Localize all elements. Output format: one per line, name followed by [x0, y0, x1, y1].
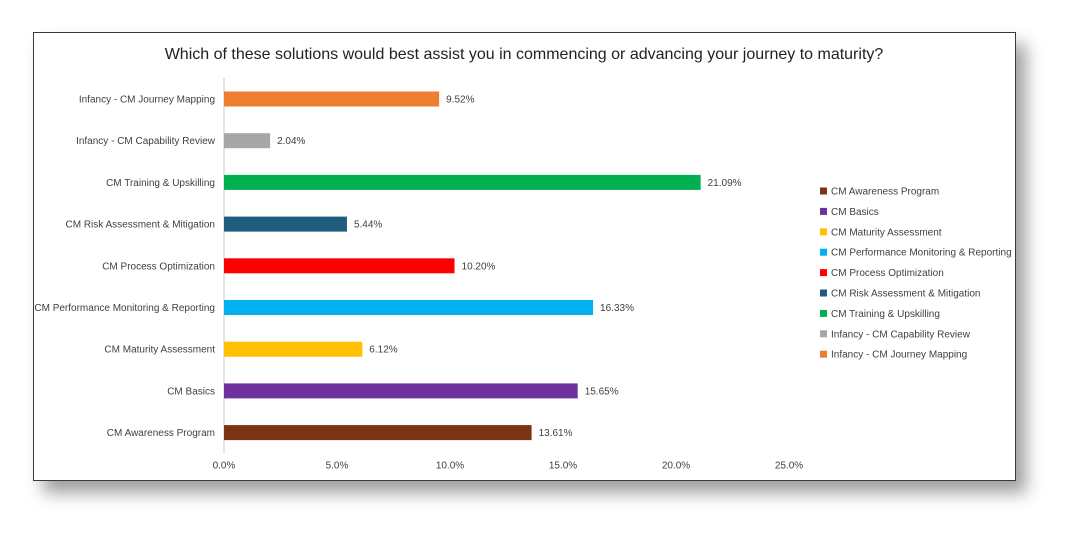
- bar-infancy-cm-journey-mapping: [224, 91, 440, 107]
- legend-swatch-cm-basics: [820, 207, 827, 215]
- legend: CM Awareness Program CM Basics CM Maturity…: [820, 187, 1012, 361]
- category-label-cm-maturity-assessment: CM Maturity Assessment: [104, 345, 215, 356]
- data-label-infancy-cm-capability-review: 2.04%: [277, 136, 305, 147]
- legend-label-cm-maturity-assessment: CM Maturity Assessment: [831, 227, 942, 238]
- category-labels: CM Awareness Program CM Basics CM Maturity…: [34, 95, 215, 440]
- x-tick-label: 5.0%: [326, 460, 349, 471]
- x-tick-label: 25.0%: [775, 460, 803, 471]
- category-label-cm-performance-monitoring-and-reporting: CM Performance Monitoring & Reporting: [34, 303, 215, 314]
- legend-label-cm-risk-assessment-and-mitigation: CM Risk Assessment & Mitigation: [831, 289, 981, 300]
- legend-swatch-cm-risk-assessment-and-mitigation: [820, 289, 827, 297]
- category-label-cm-risk-assessment-and-mitigation: CM Risk Assessment & Mitigation: [66, 220, 216, 231]
- category-label-cm-basics: CM Basics: [167, 386, 215, 397]
- category-label-cm-process-optimization: CM Process Optimization: [102, 261, 215, 272]
- data-label-cm-risk-assessment-and-mitigation: 5.44%: [354, 220, 382, 231]
- data-label-infancy-cm-journey-mapping: 9.52%: [446, 95, 474, 106]
- legend-label-cm-performance-monitoring-and-reporting: CM Performance Monitoring & Reporting: [831, 248, 1012, 259]
- legend-swatch-cm-maturity-assessment: [820, 228, 827, 236]
- x-tick-label: 20.0%: [662, 460, 690, 471]
- bar-cm-maturity-assessment: [224, 341, 363, 357]
- bar-cm-training-and-upskilling: [224, 174, 701, 190]
- x-tick-labels: 0.0% 5.0% 10.0% 15.0% 20.0% 25.0%: [213, 460, 804, 471]
- data-label-cm-awareness-program: 13.61%: [539, 428, 573, 439]
- x-tick-label: 0.0%: [213, 460, 236, 471]
- bar-cm-performance-monitoring-and-reporting: [224, 300, 594, 315]
- legend-label-infancy-cm-journey-mapping: Infancy - CM Journey Mapping: [831, 350, 967, 361]
- category-label-infancy-cm-capability-review: Infancy - CM Capability Review: [76, 136, 216, 147]
- data-label-cm-maturity-assessment: 6.12%: [369, 345, 397, 356]
- x-tick-label: 15.0%: [549, 460, 577, 471]
- data-label-cm-basics: 15.65%: [585, 386, 619, 397]
- bar-cm-process-optimization: [224, 258, 455, 274]
- legend-swatch-infancy-cm-capability-review: [820, 330, 827, 338]
- bar-chart: Which of these solutions would best assi…: [34, 46, 1012, 471]
- legend-label-cm-basics: CM Basics: [831, 207, 879, 218]
- data-label-cm-performance-monitoring-and-reporting: 16.33%: [600, 303, 634, 314]
- legend-label-cm-training-and-upskilling: CM Training & Upskilling: [831, 309, 940, 320]
- legend-label-infancy-cm-capability-review: Infancy - CM Capability Review: [831, 329, 971, 340]
- bars-group: [224, 91, 701, 441]
- legend-swatch-cm-performance-monitoring-and-reporting: [820, 248, 827, 256]
- category-label-infancy-cm-journey-mapping: Infancy - CM Journey Mapping: [79, 95, 215, 106]
- bar-infancy-cm-capability-review: [224, 133, 271, 149]
- bar-cm-awareness-program: [224, 425, 532, 441]
- data-label-cm-training-and-upskilling: 21.09%: [708, 178, 742, 189]
- chart-title: Which of these solutions would best assi…: [165, 46, 884, 63]
- legend-swatch-cm-awareness-program: [820, 187, 827, 195]
- legend-label-cm-awareness-program: CM Awareness Program: [831, 187, 939, 198]
- legend-swatch-cm-training-and-upskilling: [820, 309, 827, 317]
- legend-swatch-infancy-cm-journey-mapping: [820, 350, 827, 358]
- chart-frame: Which of these solutions would best assi…: [33, 32, 1016, 481]
- legend-label-cm-process-optimization: CM Process Optimization: [831, 268, 944, 279]
- data-labels: 13.61% 15.65% 6.12% 16.33% 10.20% 5.44% 21.09%…: [277, 95, 742, 440]
- category-label-cm-training-and-upskilling: CM Training & Upskilling: [106, 178, 215, 189]
- category-label-cm-awareness-program: CM Awareness Program: [107, 428, 215, 439]
- data-label-cm-process-optimization: 10.20%: [462, 261, 496, 272]
- legend-swatch-cm-process-optimization: [820, 269, 827, 277]
- bar-cm-basics: [224, 383, 578, 399]
- bar-cm-risk-assessment-and-mitigation: [224, 216, 347, 232]
- x-tick-label: 10.0%: [436, 460, 464, 471]
